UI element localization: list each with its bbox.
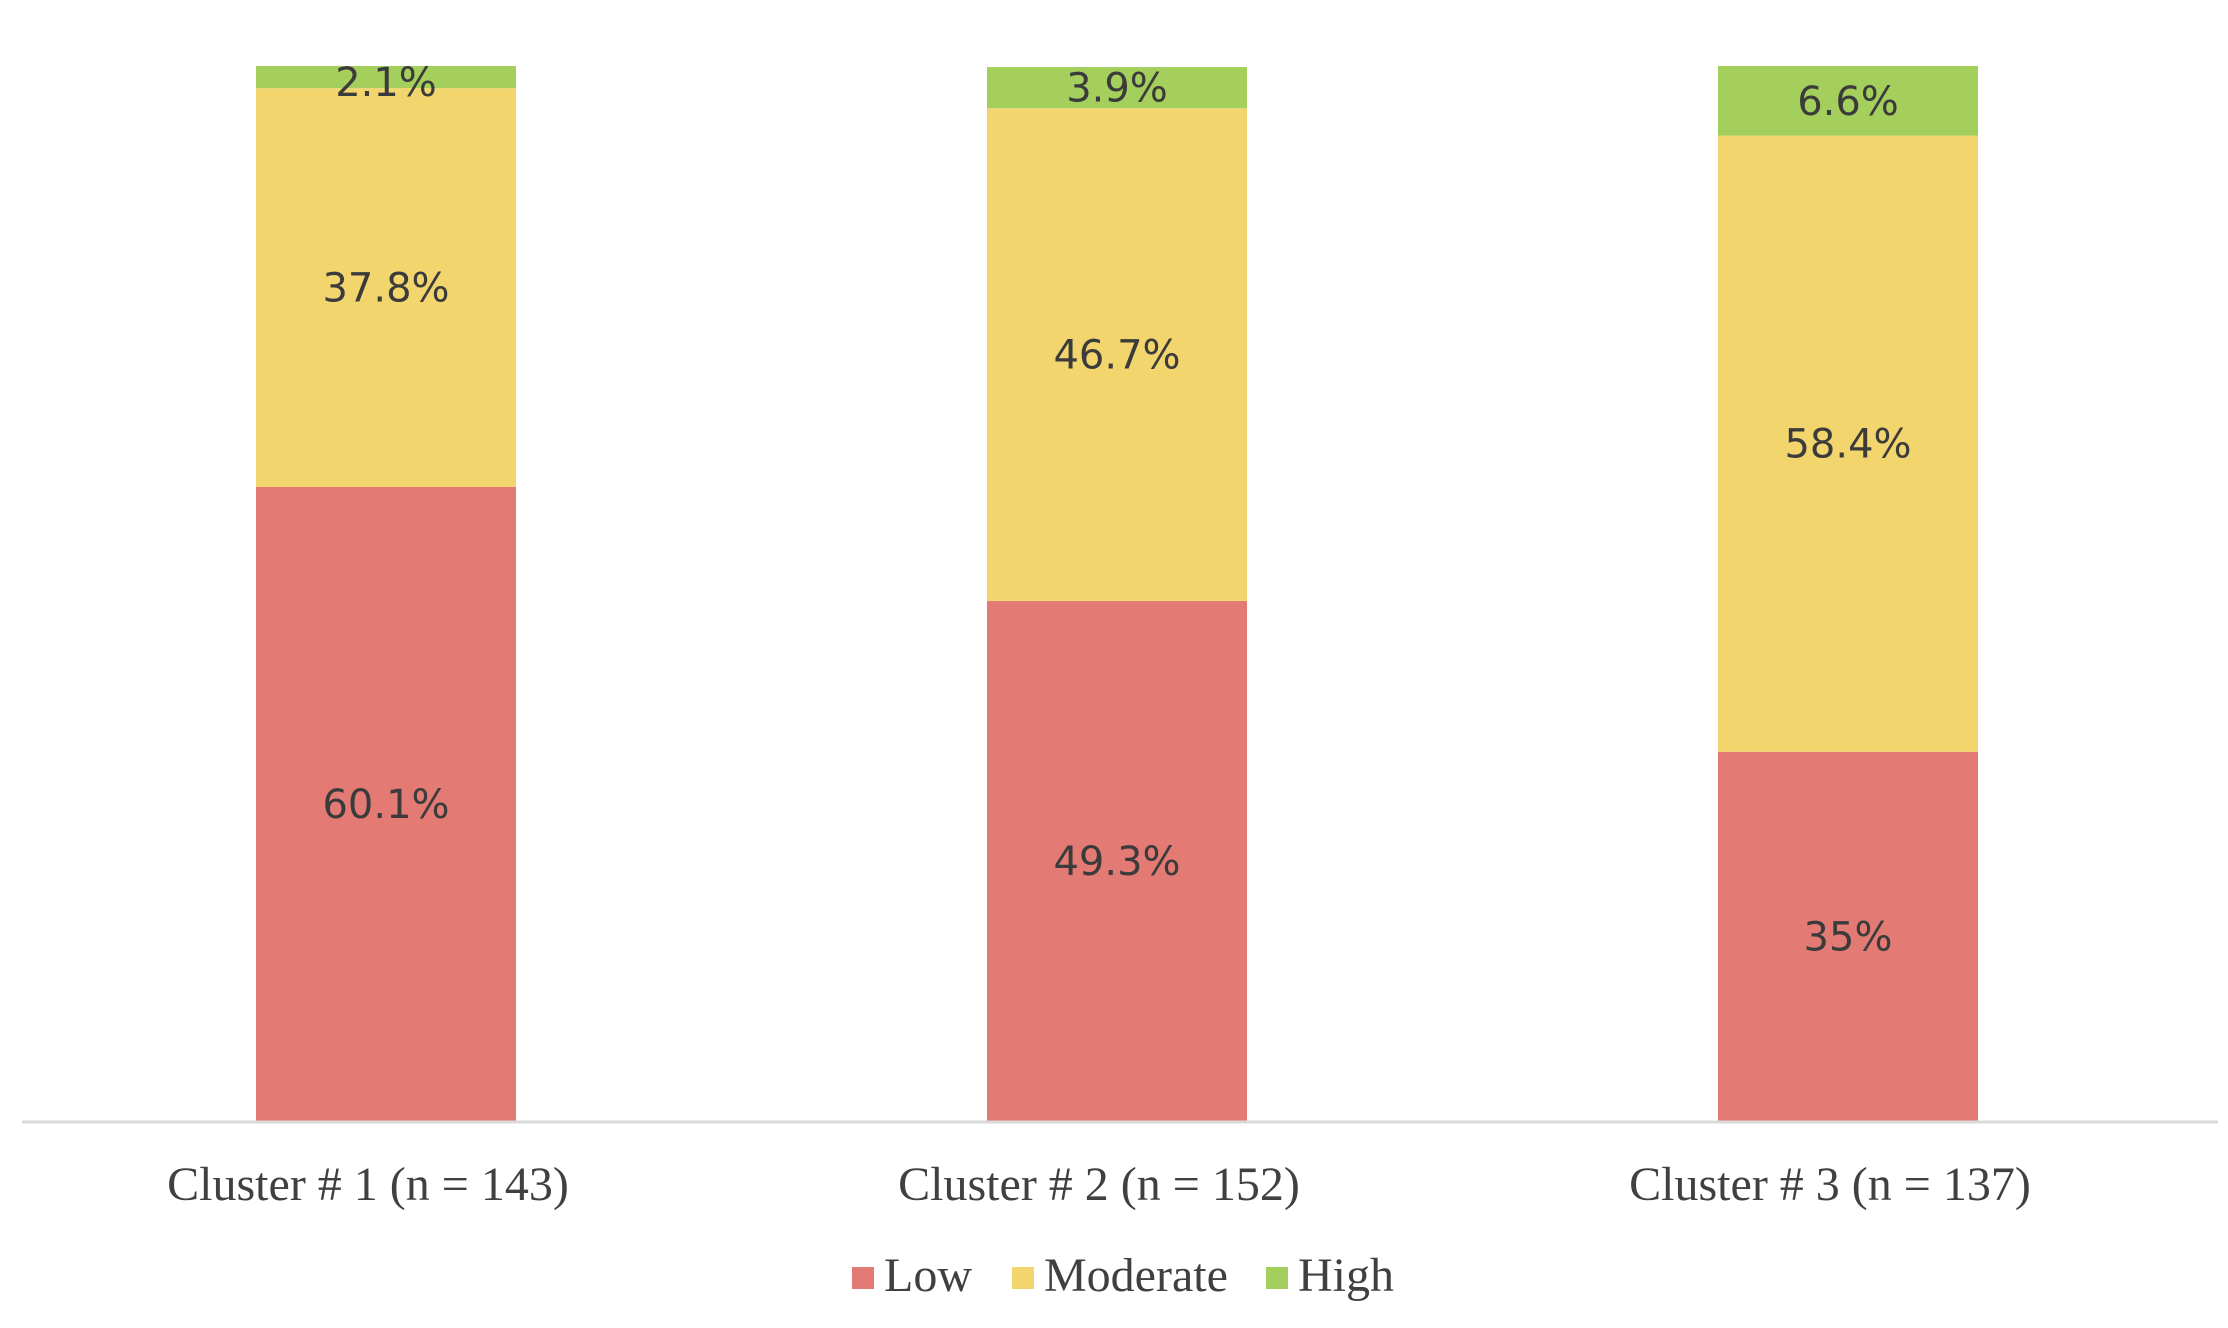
x-tick-label-3: Cluster # 3 (n = 137) [1629, 1158, 2031, 1211]
bar-moderate-2 [987, 108, 1247, 601]
legend-swatch-high [1266, 1267, 1288, 1289]
legend-swatch-moderate [1012, 1267, 1034, 1289]
data-label-low-3: 35% [1804, 914, 1893, 960]
bar-moderate-1 [256, 88, 516, 487]
data-label-low-2: 49.3% [1053, 839, 1180, 885]
data-label-moderate-3: 58.4% [1784, 422, 1911, 468]
bar-high-1 [256, 66, 516, 89]
data-label-high-2: 3.9% [1066, 66, 1168, 112]
legend-swatch-low [852, 1267, 874, 1289]
bar-low-2 [987, 600, 1247, 1121]
data-label-moderate-2: 46.7% [1053, 333, 1180, 379]
data-label-low-1: 60.1% [322, 782, 449, 828]
legend-label-high: High [1298, 1249, 1394, 1302]
bar-low-1 [256, 486, 516, 1121]
bar-moderate-3 [1718, 135, 1978, 752]
bar-low-3 [1718, 751, 1978, 1121]
data-label-moderate-1: 37.8% [322, 266, 449, 312]
data-labels-group: 60.1% 37.8% 2.1% 49.3% 46.7% 3.9% 35% 58.4% 6.6% [322, 60, 1911, 960]
x-tick-label-1: Cluster # 1 (n = 143) [167, 1158, 569, 1211]
legend-label-moderate: Moderate [1044, 1249, 1228, 1302]
data-label-high-3: 6.6% [1797, 79, 1899, 125]
bar-high-2 [987, 67, 1247, 109]
bar-high-3 [1718, 66, 1978, 136]
legend: Low Moderate High [852, 1249, 1394, 1302]
category-labels-group: Cluster # 1 (n = 143) Cluster # 2 (n = 15… [167, 1158, 2031, 1211]
legend-label-low: Low [884, 1249, 972, 1302]
x-tick-label-2: Cluster # 2 (n = 152) [898, 1158, 1300, 1211]
bars-group [256, 66, 1978, 1121]
data-label-high-1: 2.1% [335, 60, 437, 106]
